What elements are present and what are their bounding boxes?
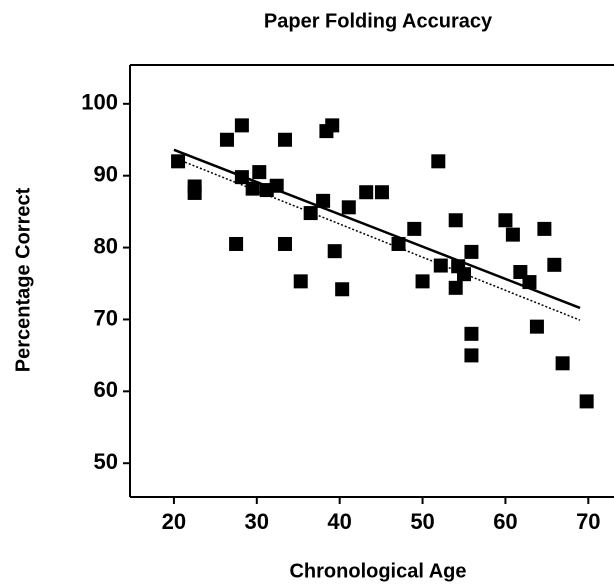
x-tick-label: 50 [410,509,434,534]
y-tick-label: 100 [81,90,118,115]
point [374,185,389,200]
y-tick-label: 80 [94,233,118,258]
point [464,244,479,259]
point [448,280,463,295]
point [464,348,479,363]
x-tick-label: 70 [576,509,600,534]
point [293,274,308,289]
x-axis-label: Chronological Age [289,560,466,582]
point [252,165,267,180]
y-tick-label: 60 [94,377,118,402]
x-tick-label: 20 [162,509,186,534]
point [529,319,544,334]
point [464,326,479,341]
point [325,118,340,133]
point [234,118,249,133]
point [579,394,594,409]
point [498,213,513,228]
point [229,236,244,251]
point [537,221,552,236]
point [219,132,234,147]
x-tick-label: 60 [493,509,517,534]
y-tick-label: 70 [94,305,118,330]
point [359,185,374,200]
point [555,356,570,371]
point [187,185,202,200]
point [547,257,562,272]
x-tick-label: 30 [245,509,269,534]
point [505,227,520,242]
chart-title: Paper Folding Accuracy [264,10,493,32]
y-axis-label: Percentage Correct [12,187,34,372]
point [407,221,422,236]
point [316,193,331,208]
point [277,236,292,251]
point [415,274,430,289]
x-tick-label: 40 [327,509,351,534]
point [448,213,463,228]
point [431,154,446,169]
point [433,258,448,273]
point [391,236,406,251]
point [341,200,356,215]
y-tick-label: 50 [94,449,118,474]
point [327,244,342,259]
point [335,282,350,297]
y-tick-label: 90 [94,162,118,187]
regression-line [173,148,581,310]
point [303,206,318,221]
point [277,132,292,147]
regression-line [173,157,581,321]
